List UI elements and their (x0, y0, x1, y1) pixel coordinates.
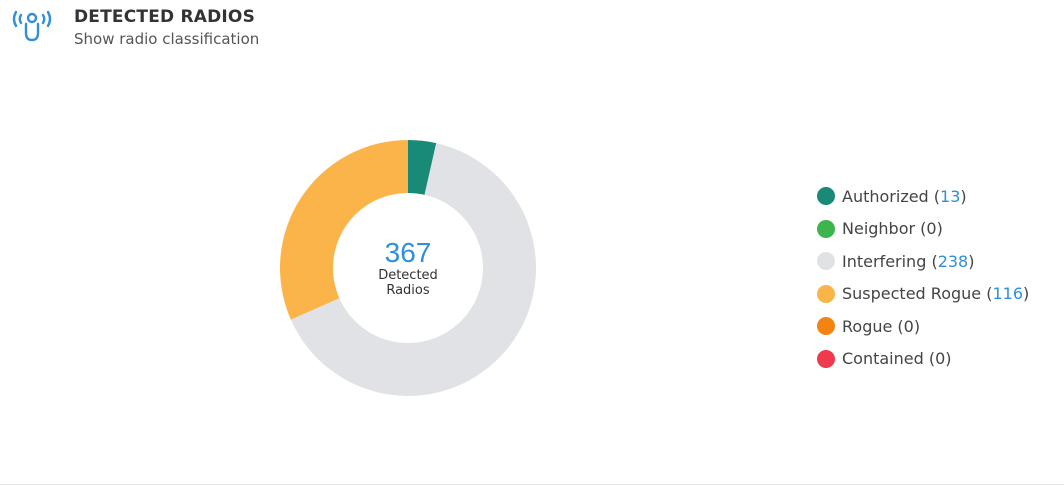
legend-count: 0 (935, 349, 946, 369)
donut-slice-interfering[interactable] (290, 143, 536, 397)
widget-subtitle: Show radio classification (74, 30, 260, 48)
legend-swatch (817, 252, 835, 271)
legend-item-contained[interactable]: Contained (0) (817, 343, 1029, 376)
legend-item-rogue[interactable]: Rogue (0) (817, 310, 1029, 343)
legend-count-link[interactable]: 13 (940, 186, 961, 206)
legend-label: Neighbor (842, 219, 916, 239)
chart-legend: Authorized (13) Neighbor (0) Interfering… (817, 180, 1029, 375)
legend-count: 0 (903, 316, 914, 336)
legend-label: Authorized (842, 186, 929, 206)
legend-label: Rogue (842, 316, 893, 336)
legend-item-authorized[interactable]: Authorized (13) (817, 180, 1029, 213)
legend-swatch (817, 349, 835, 368)
legend-count-link[interactable]: 238 (937, 251, 969, 271)
widget-header: DETECTED RADIOS Show radio classificatio… (10, 6, 259, 50)
legend-swatch (817, 317, 835, 336)
legend-item-neighbor[interactable]: Neighbor (0) (817, 213, 1029, 246)
legend-label: Interfering (842, 251, 927, 271)
donut-slice-suspected-rogue[interactable] (280, 140, 408, 320)
donut-chart-svg (280, 140, 536, 397)
legend-item-interfering[interactable]: Interfering (238) (817, 245, 1029, 278)
legend-swatch (817, 187, 835, 206)
legend-item-suspected-rogue[interactable]: Suspected Rogue (116) (817, 278, 1029, 311)
legend-count-link[interactable]: 116 (992, 284, 1023, 304)
widget-header-text: DETECTED RADIOS Show radio classificatio… (74, 6, 259, 49)
donut-chart: 367 Detected Radios (270, 130, 546, 406)
legend-label: Suspected Rogue (842, 284, 982, 304)
legend-swatch (817, 284, 835, 303)
legend-label: Contained (842, 349, 924, 369)
donut-slice-authorized[interactable] (408, 140, 437, 195)
legend-swatch (817, 219, 835, 238)
widget-title: DETECTED RADIOS (74, 7, 256, 27)
legend-count: 0 (926, 219, 937, 239)
radio-signal-icon (10, 6, 66, 50)
